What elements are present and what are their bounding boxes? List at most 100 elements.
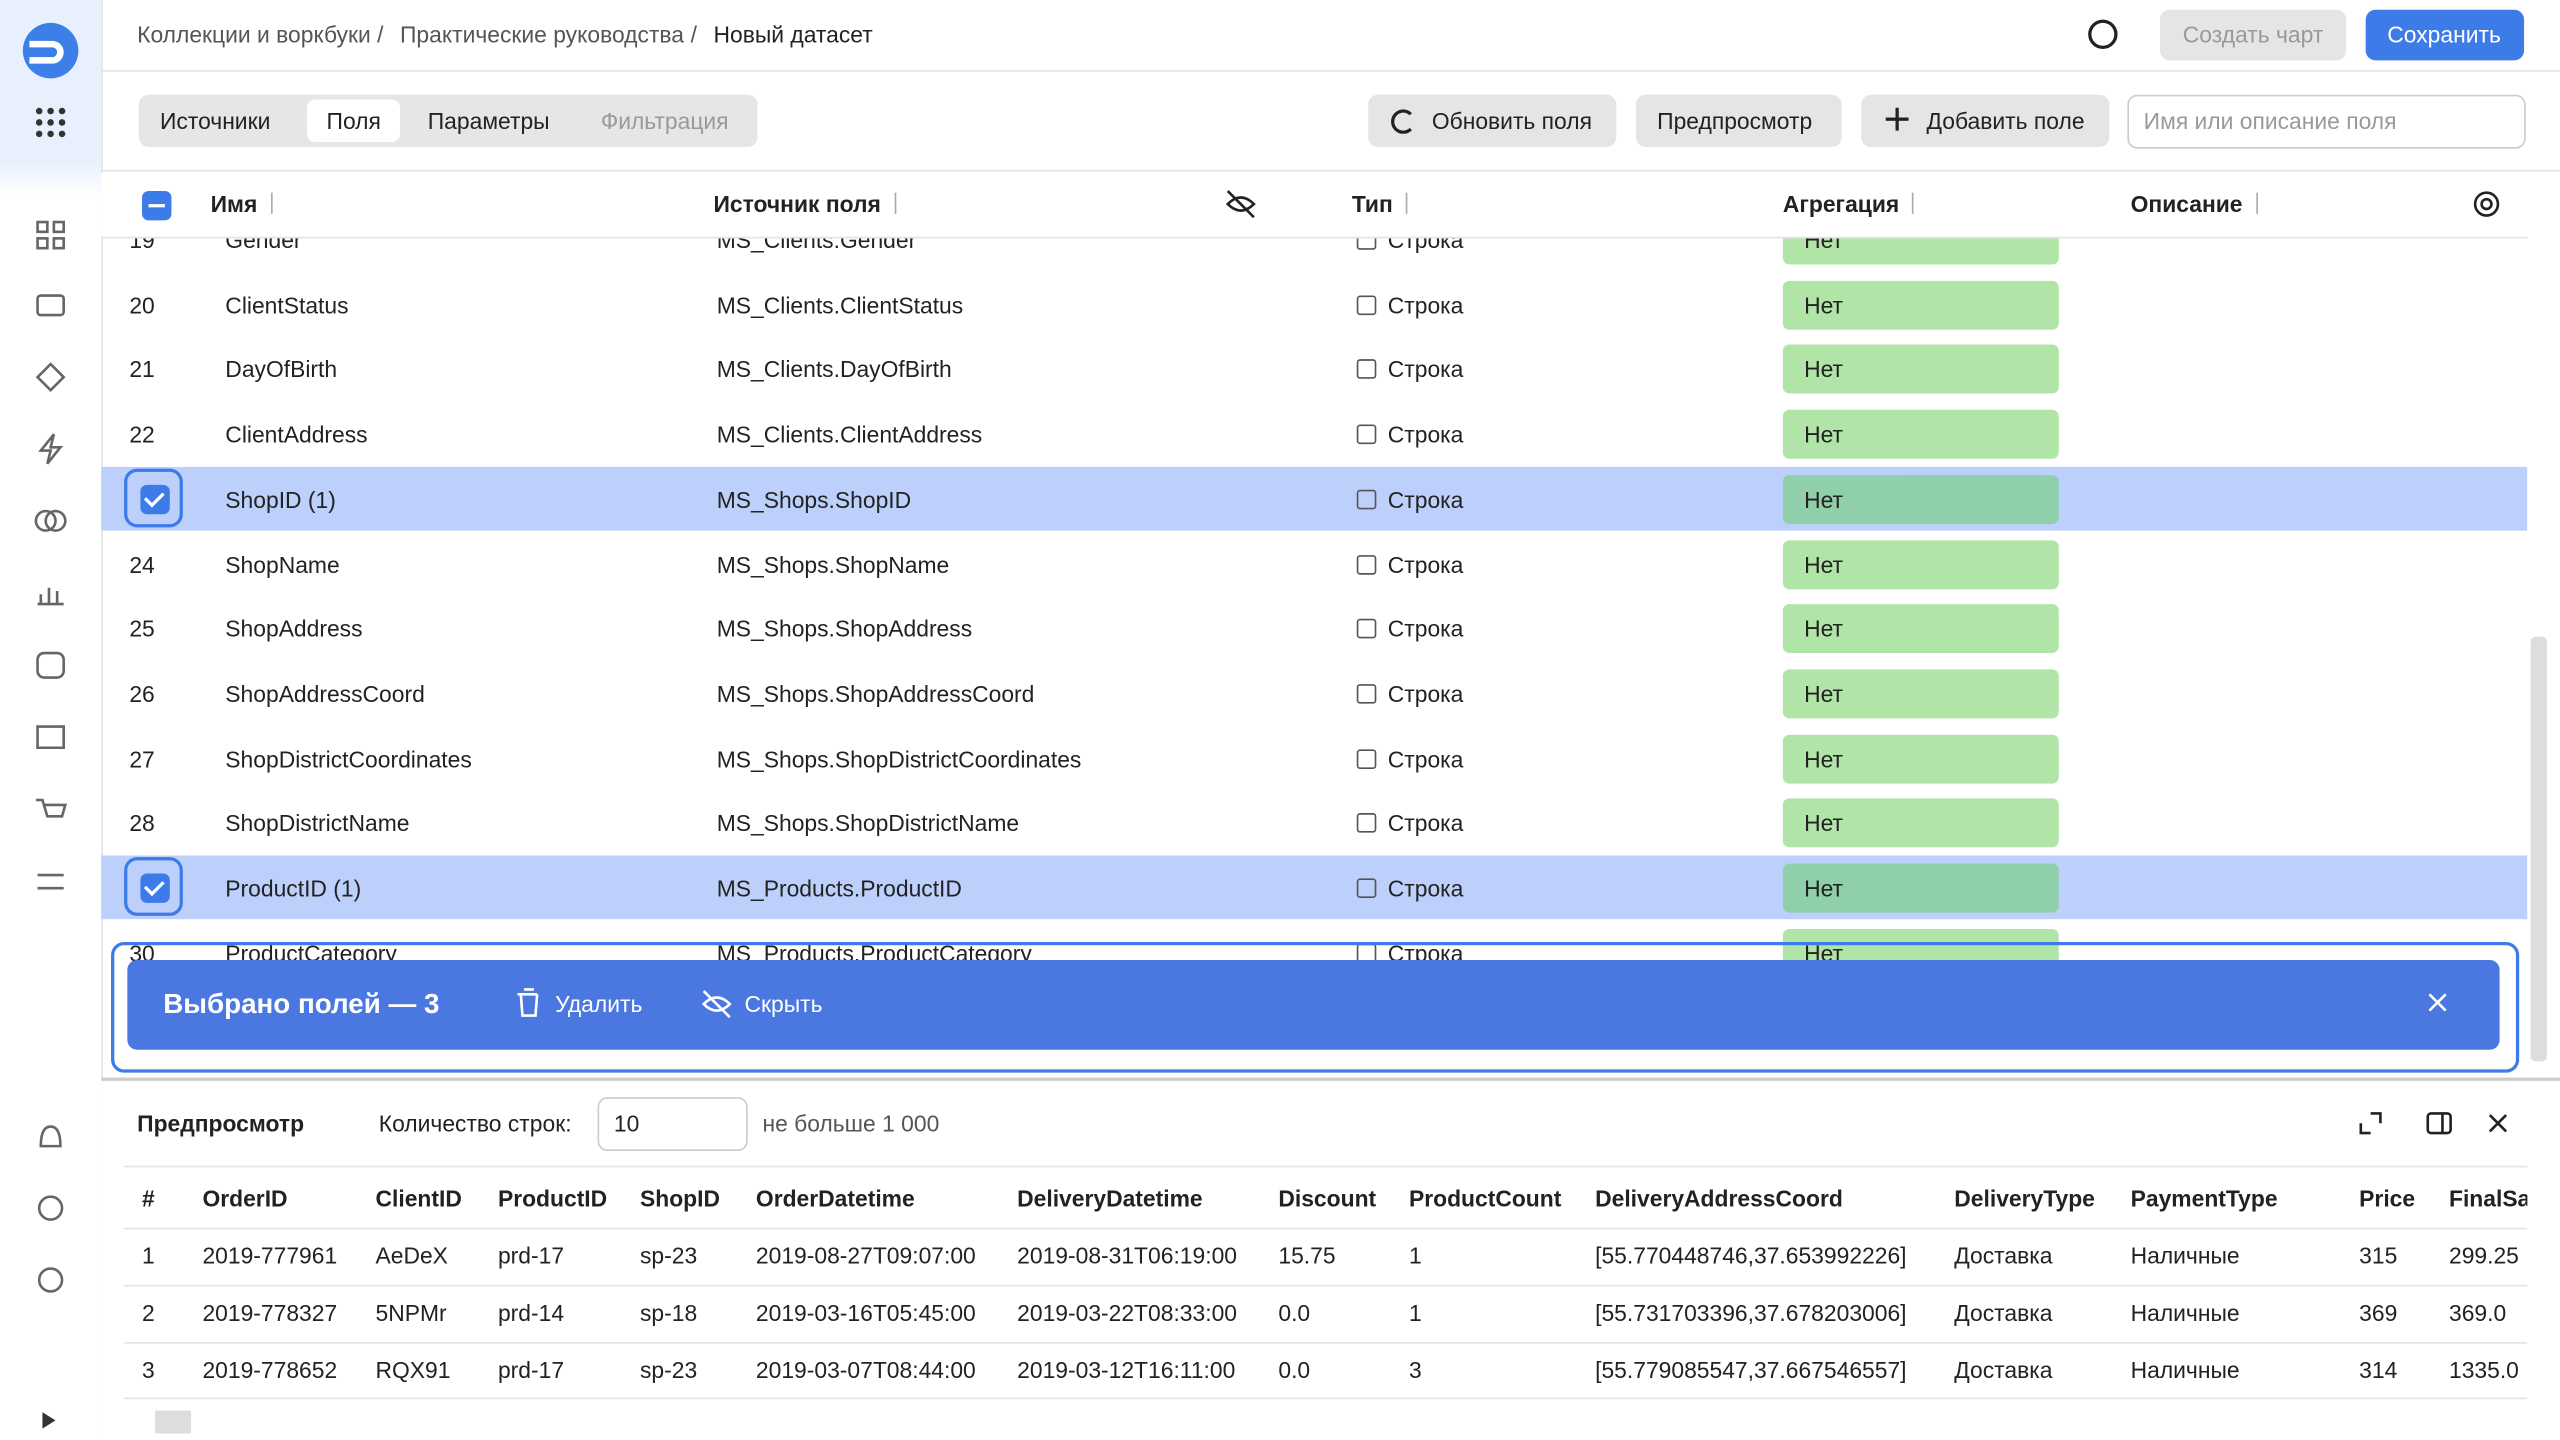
- preview-cell: AeDeX: [375, 1242, 448, 1269]
- preview-cell: 2019-778327: [202, 1299, 338, 1326]
- agg-pill: [1782, 604, 2059, 654]
- preview-cell: Наличные: [2130, 1242, 2240, 1269]
- hide-action[interactable]: Скрыть: [744, 991, 823, 1018]
- header-checkbox[interactable]: [142, 191, 172, 221]
- save-button[interactable]: [2365, 9, 2525, 61]
- row[interactable]: [101, 237, 2527, 271]
- preview-cell: prd-17: [497, 1356, 565, 1383]
- preview-column-header: FinalSa: [2448, 1185, 2528, 1212]
- preview-cell: 1: [1408, 1242, 1422, 1269]
- preview-column-header: ShopID: [640, 1185, 720, 1212]
- preview-label[interactable]: Предпросмотр: [1657, 107, 1813, 134]
- type-icon: [1356, 619, 1377, 639]
- field-type[interactable]: Строка: [1387, 486, 1464, 513]
- row-selected[interactable]: [101, 855, 2528, 920]
- field-aggregation[interactable]: Нет: [1804, 745, 1844, 772]
- sort-icon: [2256, 192, 2258, 214]
- field-aggregation[interactable]: Нет: [1804, 810, 1844, 837]
- field-type[interactable]: Строка: [1387, 939, 1464, 967]
- field-type[interactable]: Строка: [1387, 745, 1464, 772]
- field-name[interactable]: ShopName: [225, 551, 340, 578]
- field-name[interactable]: ShopAddressCoord: [225, 680, 425, 707]
- field-aggregation[interactable]: Нет: [1804, 356, 1844, 383]
- preview-cell: [55.731703396,37.678203006]: [1595, 1299, 1907, 1326]
- header-icons: [1225, 190, 2500, 219]
- field-name[interactable]: ShopID (1): [225, 486, 336, 513]
- preview-cell: prd-17: [497, 1242, 565, 1269]
- search-input[interactable]: [2127, 94, 2526, 149]
- tab[interactable]: Параметры: [427, 107, 550, 134]
- preview-button[interactable]: [1635, 94, 1842, 147]
- field-source: MS_Products.ProductCategory: [716, 939, 1032, 967]
- field-name[interactable]: ShopDistrictName: [225, 810, 410, 837]
- preview-cell: 2019-03-22T08:33:00: [1017, 1299, 1238, 1326]
- create-chart-button[interactable]: [2160, 9, 2347, 61]
- field-type[interactable]: Строка: [1387, 551, 1464, 578]
- field-type[interactable]: Строка: [1387, 236, 1464, 254]
- column-header[interactable]: Имя: [210, 191, 258, 218]
- field-name[interactable]: ShopAddress: [225, 615, 363, 642]
- sort-icon: [1911, 192, 1914, 214]
- field-name[interactable]: ShopDistrictCoordinates: [225, 745, 472, 772]
- row[interactable]: [101, 661, 2527, 725]
- field-aggregation[interactable]: Нет: [1804, 486, 1844, 513]
- breadcrumb-current: Новый датасет: [713, 21, 873, 48]
- add-field-label[interactable]: Добавить поле: [1926, 107, 2085, 134]
- field-aggregation[interactable]: Нет: [1804, 236, 1844, 254]
- column-header[interactable]: Источник поля: [713, 191, 881, 218]
- delete-action[interactable]: Удалить: [555, 991, 643, 1018]
- preview-cell: 2019-03-12T16:11:00: [1017, 1356, 1236, 1383]
- agg-pill: [1782, 798, 2059, 848]
- field-aggregation[interactable]: Нет: [1804, 291, 1844, 318]
- preview-icons: [2359, 1112, 2508, 1135]
- field-type[interactable]: Строка: [1387, 615, 1464, 642]
- preview-cell: 2: [142, 1299, 155, 1326]
- save-label[interactable]: Сохранить: [2387, 21, 2501, 48]
- field-name[interactable]: ProductCategory: [225, 939, 397, 967]
- row[interactable]: [101, 337, 2527, 401]
- row-selected[interactable]: [101, 466, 2528, 531]
- row[interactable]: [101, 596, 2527, 660]
- column-header[interactable]: Описание: [2130, 191, 2243, 218]
- column-header[interactable]: Тип: [1351, 191, 1393, 218]
- breadcrumb[interactable]: Практические руководства: [399, 21, 685, 48]
- preview-table: # OrderID ClientID ProductID ShopID OrderDate…: [124, 1165, 2528, 1413]
- field-name[interactable]: DayOfBirth: [225, 356, 338, 383]
- sort-icon: [894, 192, 897, 214]
- field-type[interactable]: Строка: [1387, 680, 1464, 707]
- type-icon: [1356, 295, 1377, 315]
- checkbox[interactable]: [140, 484, 170, 514]
- field-type[interactable]: Строка: [1387, 875, 1464, 902]
- field-aggregation[interactable]: Нет: [1804, 680, 1844, 707]
- field-aggregation[interactable]: Нет: [1804, 875, 1844, 902]
- breadcrumb[interactable]: Коллекции и воркбуки: [137, 21, 371, 48]
- row[interactable]: [101, 791, 2527, 855]
- column-header[interactable]: Агрегация: [1782, 191, 1900, 218]
- field-type[interactable]: Строка: [1387, 291, 1464, 318]
- field-type[interactable]: Строка: [1387, 421, 1464, 448]
- rows-value[interactable]: 10: [613, 1110, 640, 1137]
- search-placeholder[interactable]: Имя или описание поля: [2143, 107, 2397, 134]
- checkbox[interactable]: [140, 873, 170, 903]
- preview-cell: 3: [1408, 1356, 1422, 1383]
- tab[interactable]: Поля: [326, 107, 381, 134]
- row[interactable]: [101, 531, 2527, 595]
- field-aggregation[interactable]: Нет: [1804, 939, 1844, 967]
- create-chart-label[interactable]: Создать чарт: [2182, 21, 2324, 48]
- field-name[interactable]: ClientAddress: [225, 421, 368, 448]
- field-name[interactable]: Gender: [225, 236, 302, 254]
- row[interactable]: [101, 272, 2527, 336]
- field-name[interactable]: ClientStatus: [225, 291, 349, 318]
- tab[interactable]: Источники: [160, 107, 271, 134]
- field-aggregation[interactable]: Нет: [1804, 615, 1844, 642]
- field-type[interactable]: Строка: [1387, 810, 1464, 837]
- rows-input[interactable]: [597, 1097, 748, 1152]
- field-aggregation[interactable]: Нет: [1804, 551, 1844, 578]
- refresh-label[interactable]: Обновить поля: [1431, 107, 1592, 134]
- field-name[interactable]: ProductID (1): [225, 875, 362, 902]
- field-aggregation[interactable]: Нет: [1804, 421, 1844, 448]
- preview-cell: RQX91: [375, 1356, 451, 1383]
- row[interactable]: [101, 402, 2527, 466]
- field-type[interactable]: Строка: [1387, 356, 1464, 383]
- tab[interactable]: Фильтрация: [600, 107, 729, 134]
